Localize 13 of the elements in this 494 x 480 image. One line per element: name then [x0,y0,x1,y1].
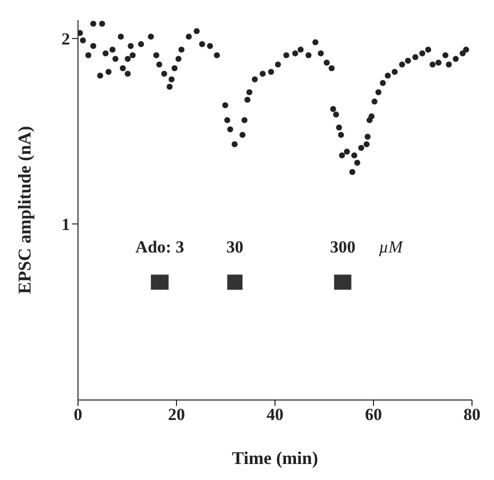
x-tick-label: 80 [464,405,480,424]
y-axis-title: EPSC amplitude (nA) [14,126,34,294]
x-tick-label: 20 [168,405,185,424]
band-label: 30 [226,238,244,257]
x-tick-label: 60 [365,405,382,424]
x-tick-label: 40 [266,405,284,424]
band-label: Ado: 3 [135,238,184,257]
annotation: µM [378,238,404,257]
y-tick-label: 1 [62,214,70,234]
band-label: 300 [330,238,356,257]
x-tick-label: 0 [74,405,82,424]
x-axis-title: Time (min) [232,448,318,468]
y-tick-label: 2 [62,30,70,49]
